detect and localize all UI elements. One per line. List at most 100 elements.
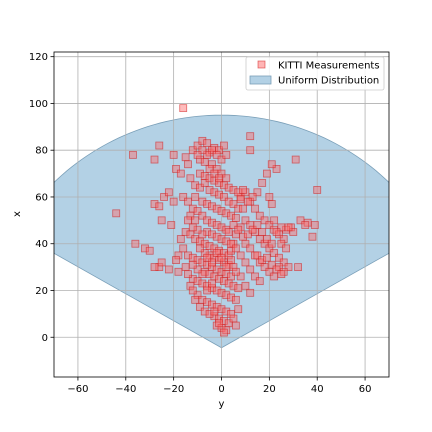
data-point: [179, 244, 188, 253]
data-point: [296, 216, 305, 225]
data-point: [212, 321, 221, 330]
data-point: [200, 172, 209, 180]
data-point: [251, 272, 259, 281]
data-point: [169, 150, 178, 159]
data-point: [251, 204, 259, 213]
data-point: [205, 165, 214, 173]
data-point: [231, 295, 240, 304]
data-point: [224, 228, 233, 236]
data-point: [222, 326, 231, 335]
data-point: [179, 193, 188, 201]
data-point: [212, 150, 221, 159]
data-point: [267, 200, 276, 208]
data-point: [236, 195, 245, 204]
data-points-layer: [112, 104, 322, 337]
data-point: [205, 309, 214, 318]
data-point: [277, 270, 286, 279]
data-point: [227, 256, 235, 264]
data-point: [191, 295, 200, 304]
data-point: [196, 155, 204, 164]
data-point: [203, 298, 212, 307]
data-point: [208, 202, 216, 211]
data-point: [184, 216, 192, 225]
data-point: [208, 146, 216, 155]
data-point: [284, 223, 293, 232]
x-tick-label: 20: [263, 384, 276, 395]
data-point: [188, 146, 197, 155]
data-point: [141, 244, 149, 253]
data-point: [234, 305, 243, 314]
data-point: [248, 193, 257, 201]
data-point: [193, 277, 202, 286]
data-point: [272, 265, 281, 274]
data-point: [260, 216, 269, 225]
data-point: [255, 277, 264, 286]
data-point: [224, 260, 233, 269]
data-point: [188, 260, 197, 269]
data-point: [227, 309, 235, 318]
data-point: [275, 253, 283, 262]
data-point: [265, 244, 274, 253]
data-point: [174, 267, 183, 276]
data-point: [184, 251, 192, 260]
data-point: [203, 139, 212, 148]
data-point: [167, 221, 176, 229]
data-point: [208, 230, 216, 239]
data-point: [267, 239, 276, 248]
data-point: [294, 263, 302, 272]
data-point: [196, 244, 204, 253]
data-point: [198, 270, 207, 279]
data-point: [181, 228, 190, 236]
x-tick-label: −20: [163, 384, 184, 395]
data-point: [227, 239, 235, 248]
data-point: [203, 200, 212, 208]
data-point: [212, 286, 221, 295]
legend-marker-kitti: [257, 60, 266, 69]
data-point: [203, 150, 212, 159]
data-point: [205, 242, 214, 250]
data-point: [279, 235, 288, 243]
data-point: [198, 230, 207, 239]
data-point: [150, 200, 159, 208]
data-point: [145, 246, 154, 255]
data-point: [164, 188, 173, 197]
y-tick-label: 60: [35, 192, 48, 203]
data-point: [193, 291, 202, 300]
data-point: [241, 258, 250, 267]
data-point: [222, 150, 231, 159]
data-point: [196, 183, 204, 192]
data-point: [267, 160, 276, 169]
data-point: [208, 284, 216, 293]
data-point: [270, 272, 279, 281]
data-point: [193, 265, 202, 274]
data-point: [215, 319, 224, 328]
data-point: [157, 258, 166, 267]
data-point: [208, 160, 216, 169]
data-point: [236, 272, 245, 281]
data-point: [217, 235, 226, 243]
legend-label-uniform: Uniform Distribution: [278, 76, 379, 87]
data-point: [191, 181, 200, 190]
data-point: [212, 221, 221, 229]
data-point: [188, 223, 197, 232]
data-point: [150, 155, 159, 164]
data-point: [277, 239, 286, 248]
data-point: [270, 249, 279, 257]
data-point: [205, 174, 214, 183]
data-point: [160, 193, 168, 201]
data-point: [200, 239, 209, 248]
data-point: [234, 284, 243, 293]
data-point: [184, 160, 192, 169]
data-point: [208, 258, 216, 267]
x-tick-label: 60: [359, 384, 372, 395]
legend: KITTI Measurements Uniform Distribution: [245, 56, 385, 91]
data-point: [239, 186, 247, 194]
data-point: [239, 204, 247, 213]
data-point: [272, 228, 281, 236]
data-point: [313, 186, 322, 194]
data-point: [229, 200, 238, 208]
data-point: [270, 216, 279, 225]
data-point: [219, 181, 228, 190]
data-point: [131, 239, 140, 248]
data-point: [222, 263, 231, 272]
